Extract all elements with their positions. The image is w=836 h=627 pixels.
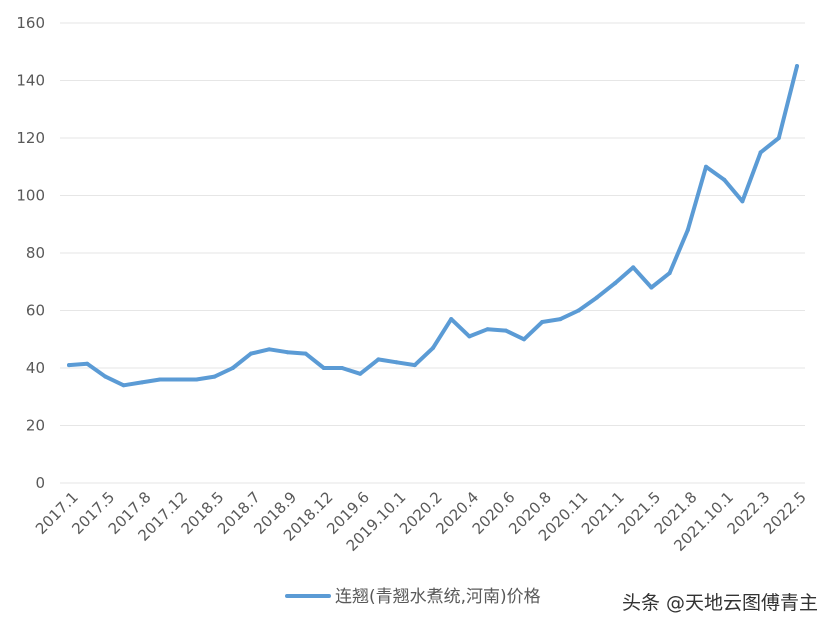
- y-tick-label: 100: [16, 187, 45, 205]
- data-point: [740, 199, 745, 204]
- data-point: [649, 285, 654, 290]
- data-point: [340, 366, 344, 370]
- data-point: [249, 351, 253, 356]
- data-point: [212, 374, 217, 379]
- data-point: [321, 366, 326, 370]
- legend: 连翘(青翘水煮统,河南)价格: [285, 587, 541, 607]
- data-point: [358, 371, 363, 376]
- y-tick-label: 160: [16, 14, 45, 32]
- data-point: [594, 295, 599, 300]
- data-point: [139, 380, 144, 385]
- data-point: [376, 357, 381, 362]
- data-point: [613, 281, 617, 286]
- data-point: [158, 377, 162, 382]
- data-point: [704, 164, 708, 169]
- data-point: [85, 361, 90, 366]
- data-point: [631, 265, 636, 270]
- gridlines: [60, 22, 805, 484]
- data-point: [394, 360, 399, 365]
- data-point: [285, 350, 290, 355]
- data-point: [485, 327, 490, 332]
- y-axis-tick-labels: 0 20 40 60 80 100 120 140 160: [16, 14, 45, 492]
- y-tick-label: 20: [26, 417, 45, 435]
- data-point: [230, 366, 235, 370]
- data-point: [576, 308, 581, 313]
- data-point: [795, 64, 799, 69]
- data-point: [449, 317, 454, 322]
- data-point: [121, 383, 126, 388]
- data-point: [558, 317, 563, 322]
- data-point: [467, 334, 472, 339]
- data-point: [503, 328, 508, 333]
- legend-label: 连翘(青翘水煮统,河南)价格: [335, 587, 541, 607]
- series-layer: [67, 64, 799, 388]
- data-point: [667, 271, 672, 276]
- data-point: [776, 136, 781, 140]
- data-point: [431, 345, 435, 350]
- data-point: [303, 351, 308, 356]
- y-tick-label: 0: [35, 474, 45, 492]
- data-point: [522, 337, 526, 342]
- data-point: [722, 177, 727, 182]
- data-point: [685, 228, 690, 232]
- x-axis-tick-labels: 2017.12017.52017.82017.122018.52018.7201…: [32, 488, 810, 555]
- watermark-text: 头条 @天地云图傅青主: [621, 592, 818, 614]
- data-point: [176, 377, 181, 382]
- data-point: [412, 363, 417, 368]
- data-point: [67, 363, 71, 368]
- y-tick-label: 60: [26, 302, 45, 320]
- y-tick-label: 80: [26, 244, 45, 262]
- y-tick-label: 140: [16, 72, 45, 90]
- series-line: [67, 64, 799, 388]
- data-point: [758, 150, 763, 155]
- data-point: [103, 374, 108, 379]
- data-point: [540, 320, 545, 324]
- data-point: [267, 347, 272, 352]
- y-tick-label: 120: [16, 129, 45, 147]
- y-tick-label: 40: [26, 359, 45, 377]
- data-point: [194, 377, 199, 382]
